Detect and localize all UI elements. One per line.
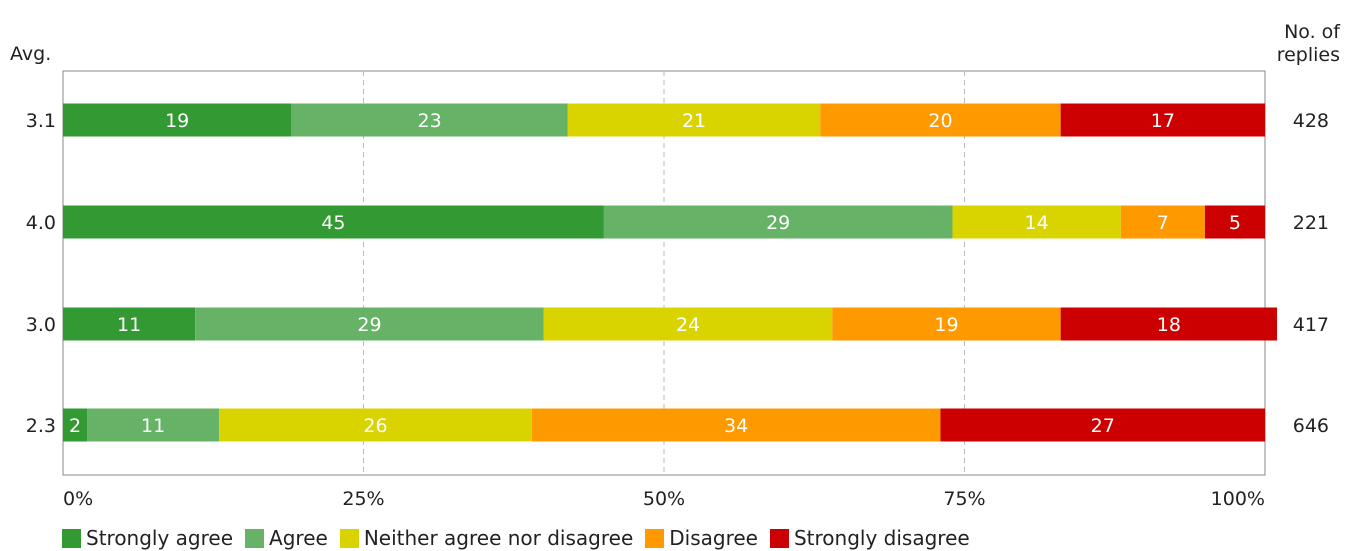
avg-label: 3.0 — [26, 314, 56, 336]
bars-group: 19 23 21 20 17 45 29 14 7 5 11 29 24 19 18 2 11 26 34 27 — [63, 103, 1278, 442]
bar-segment — [1120, 205, 1205, 239]
bar-segment — [567, 103, 821, 137]
bar-segment — [543, 307, 833, 341]
bar-segment — [195, 307, 544, 341]
legend-item: Strongly disagree — [769, 526, 970, 550]
bar-value-label: 19 — [934, 314, 958, 336]
bar-value-label: 26 — [363, 415, 387, 437]
bar-segment — [1204, 205, 1265, 239]
bar-value-label: 34 — [724, 415, 748, 437]
bar-segment — [63, 408, 88, 442]
legend-item: Disagree — [645, 526, 758, 550]
legend-swatch — [645, 528, 665, 548]
x-tick-label: 0% — [63, 488, 93, 510]
bar-value-label: 27 — [1091, 415, 1115, 437]
x-tick-label: 50% — [643, 488, 685, 510]
bar-segment — [1060, 103, 1265, 137]
avg-header: Avg. — [10, 43, 51, 65]
bar-segment — [291, 103, 568, 137]
replies-header-line1: No. of — [1284, 21, 1341, 43]
bar-segment — [63, 103, 292, 137]
reply-count-label: 221 — [1293, 212, 1329, 234]
bar-value-label: 18 — [1157, 314, 1181, 336]
legend-label: Agree — [269, 526, 328, 550]
bar-value-label: 29 — [766, 212, 790, 234]
bar-segment — [63, 307, 196, 341]
bar-value-label: 11 — [117, 314, 141, 336]
bar-segment — [820, 103, 1061, 137]
avg-label: 2.3 — [26, 415, 56, 437]
bar-value-label: 17 — [1151, 110, 1175, 132]
replies-header-line2: replies — [1277, 44, 1340, 66]
avg-label: 4.0 — [26, 212, 56, 234]
bar-segment — [531, 408, 941, 442]
bar-segment — [63, 205, 604, 239]
legend-item: Agree — [245, 526, 328, 550]
legend-swatch — [62, 528, 81, 548]
bar-value-label: 24 — [676, 314, 700, 336]
bar-value-label: 45 — [321, 212, 345, 234]
legend-swatch — [339, 528, 359, 548]
bar-value-label: 21 — [682, 110, 706, 132]
bar-segment — [1060, 307, 1278, 341]
legend-swatch — [769, 528, 789, 548]
legend-item: Neither agree nor disagree — [339, 526, 634, 550]
reply-count-label: 417 — [1293, 314, 1329, 336]
bar-segment — [219, 408, 532, 442]
x-axis-ticks: 0% 25% 50% 75% 100% — [63, 488, 1265, 510]
bar-value-label: 11 — [141, 415, 165, 437]
bar-value-label: 2 — [69, 415, 81, 437]
stacked-bar-chart: Avg. No. of replies 19 23 21 20 17 45 29 14 7 5 11… — [10, 21, 1341, 510]
bar-segment — [940, 408, 1265, 442]
bar-value-label: 23 — [418, 110, 442, 132]
reply-count-labels: 428 221 417 646 — [1293, 110, 1329, 437]
bar-value-label: 14 — [1025, 212, 1049, 234]
legend: Strongly agree Agree Neither agree nor dis… — [62, 526, 982, 550]
legend-label: Strongly agree — [86, 526, 234, 550]
legend-label: Neither agree nor disagree — [363, 526, 634, 550]
x-tick-label: 75% — [943, 488, 985, 510]
bar-value-label: 29 — [357, 314, 381, 336]
bar-segment — [87, 408, 220, 442]
grid-lines — [363, 71, 965, 475]
reply-count-label: 428 — [1293, 110, 1329, 132]
bar-value-label: 20 — [928, 110, 952, 132]
x-tick-label: 100% — [1211, 488, 1265, 510]
legend-item: Strongly agree — [62, 526, 233, 550]
legend-swatch — [245, 528, 265, 548]
avg-label: 3.1 — [26, 110, 56, 132]
reply-count-label: 646 — [1293, 415, 1329, 437]
bar-value-label: 7 — [1157, 212, 1169, 234]
bar-segment — [952, 205, 1121, 239]
bar-value-label: 5 — [1229, 212, 1241, 234]
x-tick-label: 25% — [342, 488, 384, 510]
bar-segment — [832, 307, 1061, 341]
legend-label: Disagree — [669, 526, 758, 550]
bar-value-label: 19 — [165, 110, 189, 132]
bar-segment — [603, 205, 953, 239]
legend-label: Strongly disagree — [793, 526, 970, 550]
avg-labels: 3.1 4.0 3.0 2.3 — [26, 110, 56, 437]
